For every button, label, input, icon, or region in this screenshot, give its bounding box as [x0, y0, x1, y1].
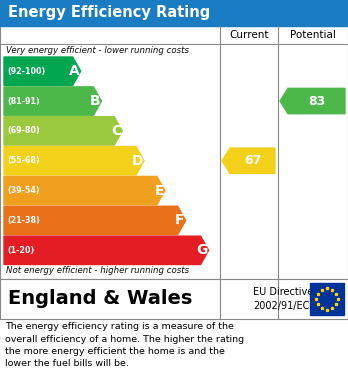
Polygon shape — [4, 117, 122, 145]
Text: 83: 83 — [308, 95, 325, 108]
Text: D: D — [132, 154, 143, 168]
Text: (39-54): (39-54) — [7, 186, 40, 195]
Text: Current: Current — [229, 30, 269, 40]
Text: B: B — [90, 94, 101, 108]
Text: (81-91): (81-91) — [7, 97, 40, 106]
Text: C: C — [111, 124, 121, 138]
Text: E: E — [155, 184, 164, 197]
Polygon shape — [4, 87, 101, 115]
Text: Energy Efficiency Rating: Energy Efficiency Rating — [8, 5, 210, 20]
Bar — [310, 283, 344, 315]
Text: G: G — [196, 243, 207, 257]
Text: (1-20): (1-20) — [7, 246, 34, 255]
Text: England & Wales: England & Wales — [8, 289, 192, 308]
Text: Not energy efficient - higher running costs: Not energy efficient - higher running co… — [6, 266, 189, 275]
Text: (69-80): (69-80) — [7, 126, 40, 135]
Text: EU Directive
2002/91/EC: EU Directive 2002/91/EC — [253, 287, 313, 310]
Polygon shape — [4, 176, 165, 205]
Polygon shape — [4, 147, 144, 175]
Bar — [0, 0, 348, 26]
Text: The energy efficiency rating is a measure of the
overall efficiency of a home. T: The energy efficiency rating is a measur… — [5, 322, 244, 368]
Text: 67: 67 — [244, 154, 261, 167]
Text: F: F — [175, 213, 185, 228]
Polygon shape — [4, 236, 208, 264]
Text: (21-38): (21-38) — [7, 216, 40, 225]
Bar — [0, 26, 348, 279]
Polygon shape — [4, 57, 81, 85]
Text: Potential: Potential — [290, 30, 336, 40]
Bar — [0, 279, 348, 319]
Text: Very energy efficient - lower running costs: Very energy efficient - lower running co… — [6, 46, 189, 55]
Polygon shape — [222, 148, 275, 174]
Text: (55-68): (55-68) — [7, 156, 40, 165]
Text: (92-100): (92-100) — [7, 67, 45, 76]
Polygon shape — [4, 206, 186, 235]
Polygon shape — [280, 88, 345, 114]
Text: A: A — [69, 64, 80, 78]
